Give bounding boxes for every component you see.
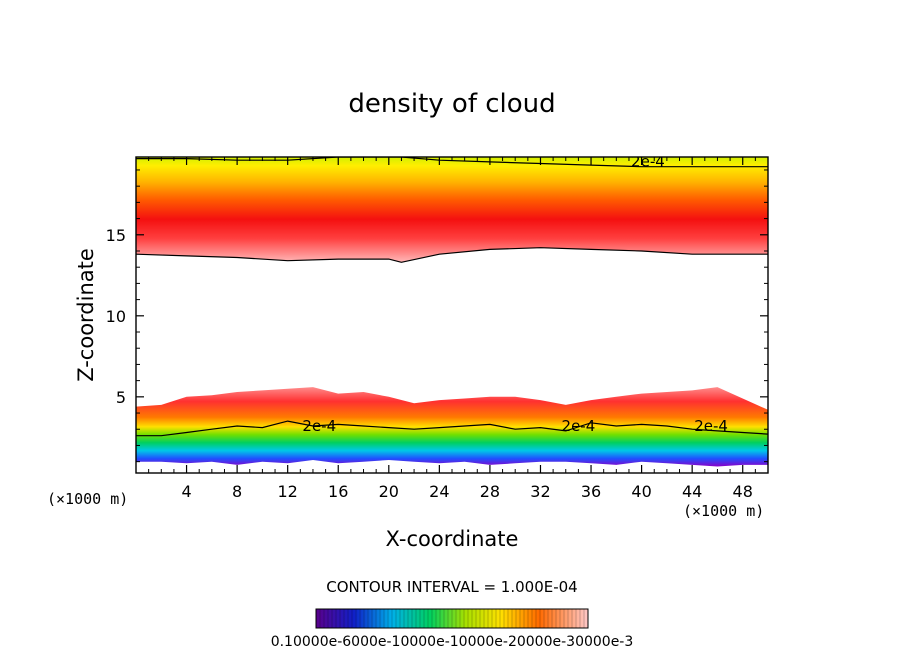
contour-line-upper-bottom <box>136 247 768 263</box>
contour-interval-label: CONTOUR INTERVAL = 1.000E-04 <box>326 578 577 596</box>
y-axis-label: Z-coordinate <box>74 248 98 382</box>
colorbar <box>315 608 589 629</box>
x-tick-label: 12 <box>278 482 298 501</box>
x-tick-label: 48 <box>733 482 753 501</box>
contour-label: 2e-4 <box>694 417 728 435</box>
y-tick-label: 10 <box>106 307 126 326</box>
contour-label: 2e-4 <box>562 417 596 435</box>
x-axis-label: X-coordinate <box>386 527 519 551</box>
x-axis-ticks: 4 8 12 16 20 24 28 32 36 40 44 48 <box>148 157 756 501</box>
upper-cloud-layer <box>136 157 768 263</box>
contour-label: 2e-4 <box>302 417 336 435</box>
y-axis-ticks: 5 10 15 <box>106 169 768 463</box>
contour-label: 2e-4 <box>631 153 665 171</box>
y-tick-label: 15 <box>106 226 126 245</box>
plot-area: 2e-4 2e-4 2e-4 2e-4 <box>136 153 768 467</box>
x-tick-label: 4 <box>181 482 191 501</box>
contour-labels: 2e-4 2e-4 2e-4 2e-4 <box>302 153 728 435</box>
x-tick-label: 32 <box>530 482 550 501</box>
x-tick-label: 8 <box>232 482 242 501</box>
colorbar-labels: 0.10000e-6000e-10000e-10000e-20000e-3000… <box>271 634 634 650</box>
chart-title: density of cloud <box>348 89 555 119</box>
x-tick-label: 44 <box>682 482 702 501</box>
x-axis-unit-right: (×1000 m) <box>683 502 764 520</box>
contour-line-2e-4-lower <box>136 420 768 437</box>
x-axis-unit-left: (×1000 m) <box>47 490 128 508</box>
x-tick-label: 24 <box>429 482 449 501</box>
colorbar-stripes <box>319 609 585 628</box>
x-tick-label: 28 <box>480 482 500 501</box>
x-tick-label: 36 <box>581 482 601 501</box>
x-tick-label: 20 <box>379 482 399 501</box>
y-tick-label: 5 <box>116 388 126 407</box>
x-tick-label: 40 <box>631 482 651 501</box>
x-tick-label: 16 <box>328 482 348 501</box>
